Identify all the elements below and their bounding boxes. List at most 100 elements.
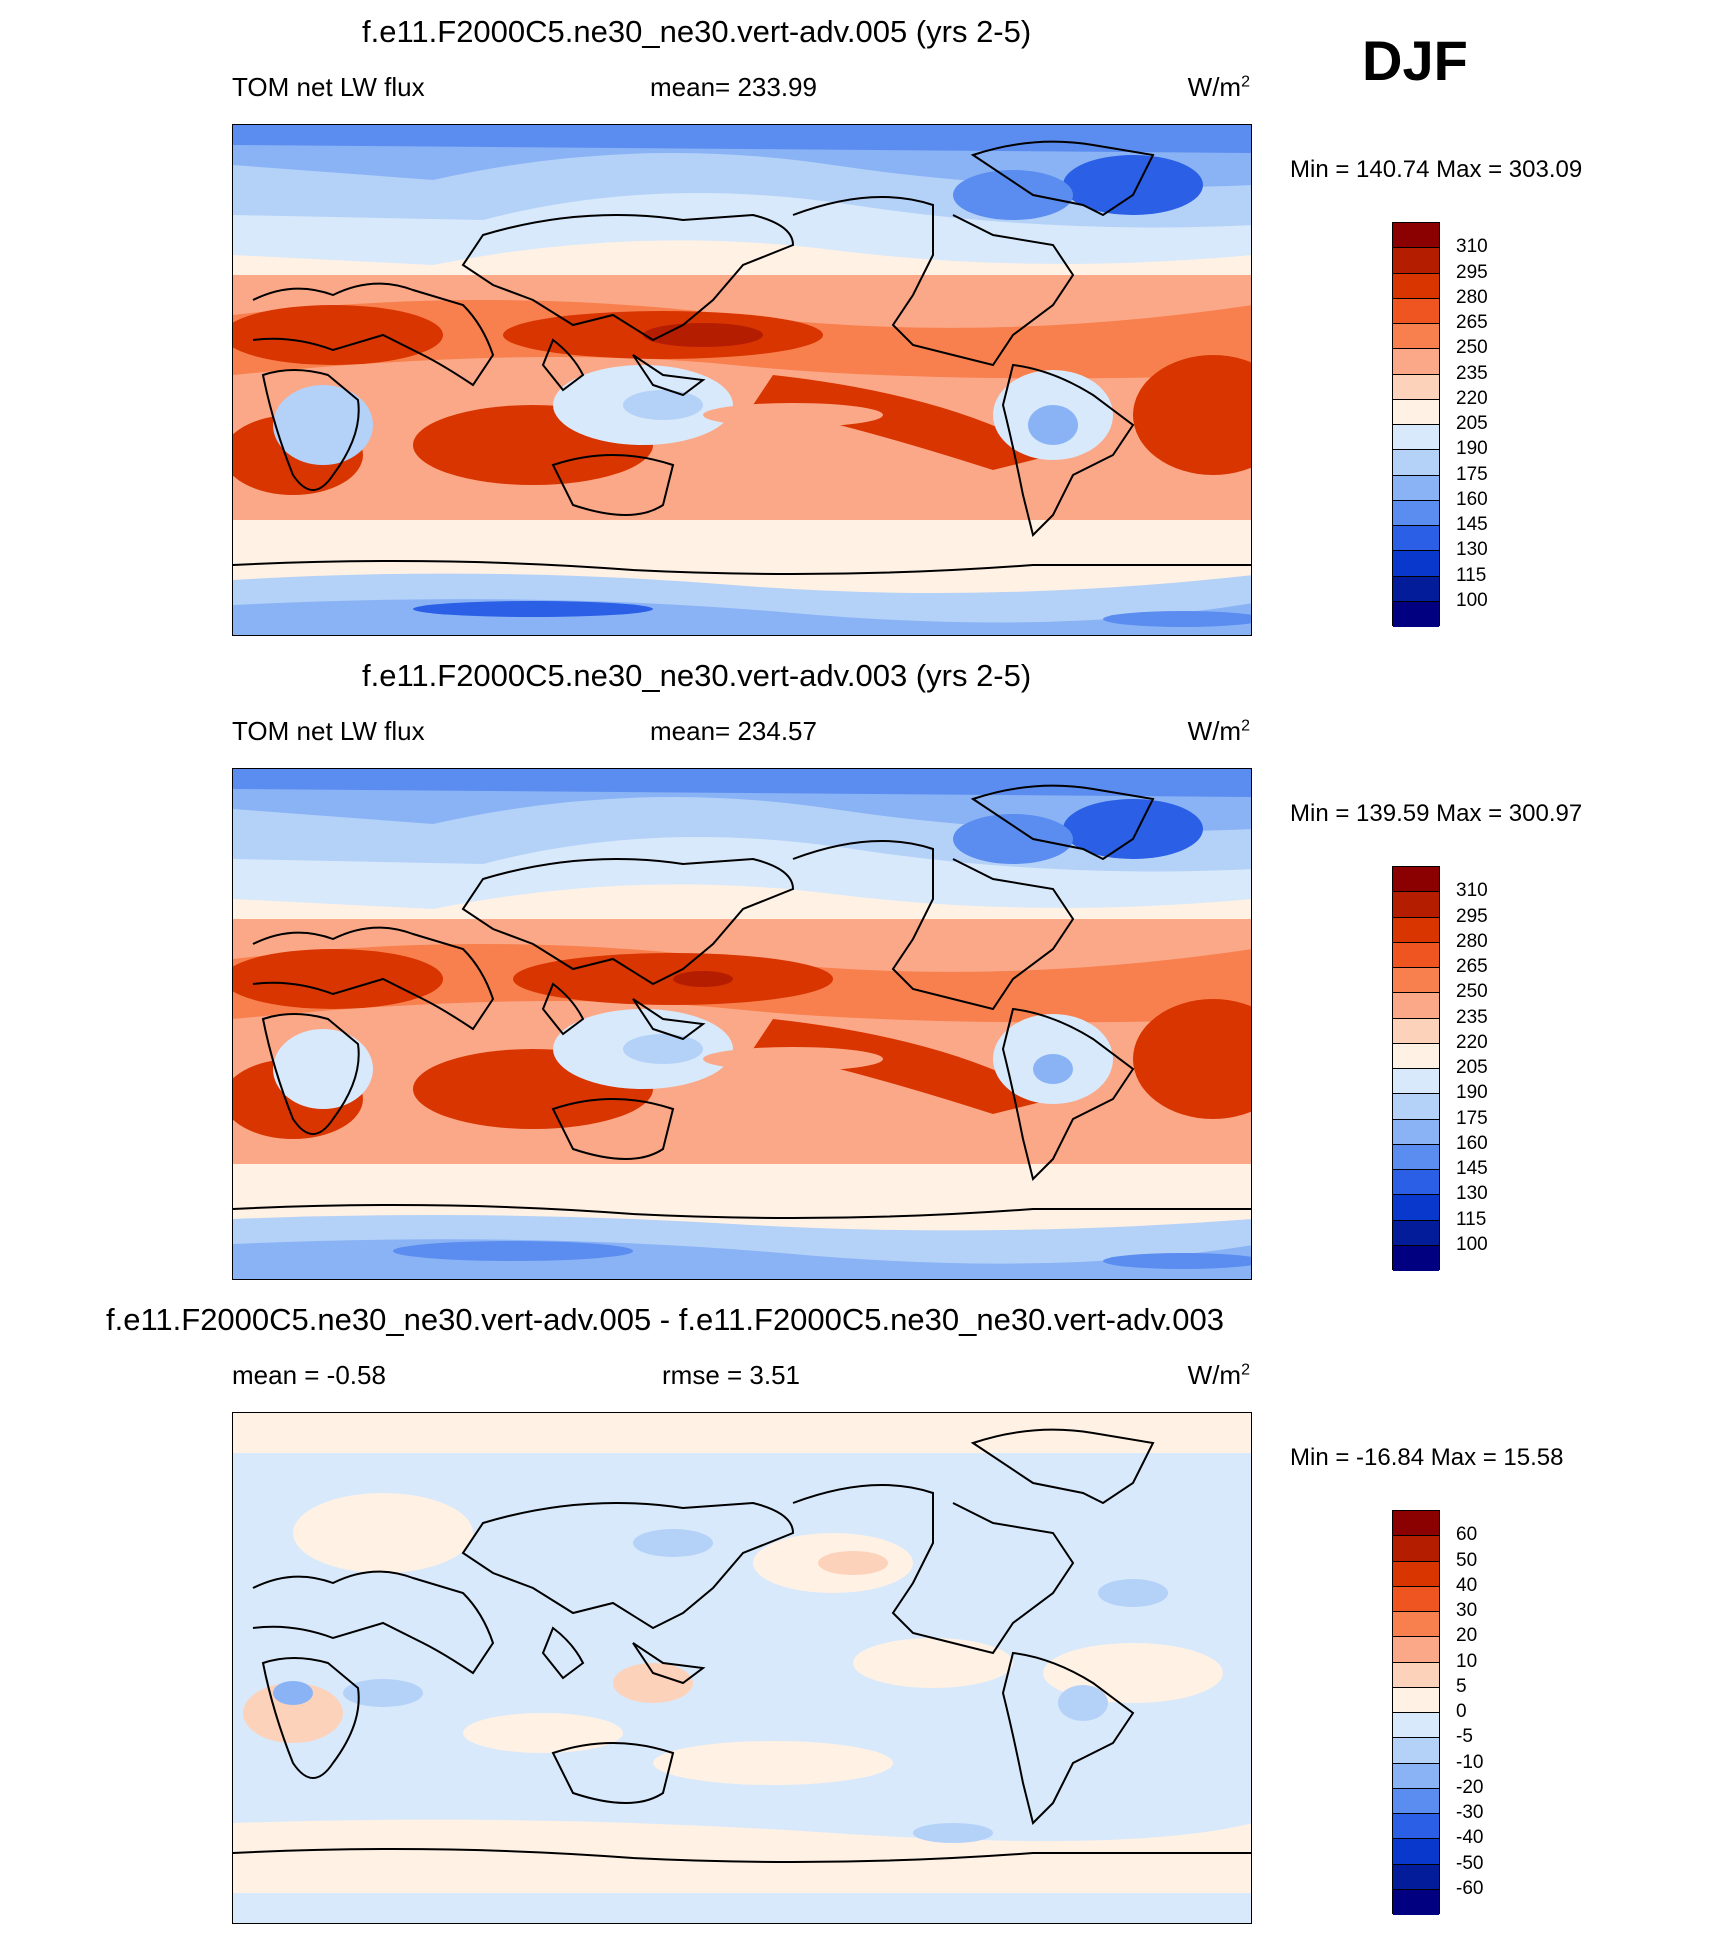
colorbar-cell xyxy=(1393,942,1439,968)
colorbar-tick-label: 205 xyxy=(1456,1057,1488,1078)
colorbar xyxy=(1392,866,1440,1271)
colorbar-cell xyxy=(1393,1687,1439,1713)
colorbar-tick-label: 30 xyxy=(1456,1600,1478,1621)
colorbar-tick-label: 190 xyxy=(1456,1082,1488,1104)
colorbar-cell xyxy=(1393,1245,1439,1271)
colorbar-tick-label: 145 xyxy=(1456,1158,1488,1179)
colorbar-cell xyxy=(1393,576,1439,602)
colorbar-tick-label: 280 xyxy=(1456,286,1488,308)
colorbar-tick-label: -40 xyxy=(1456,1827,1484,1849)
colorbar-tick-label: 295 xyxy=(1456,905,1488,927)
colorbar-cell xyxy=(1393,867,1439,893)
colorbar-tick-label: 0 xyxy=(1456,1701,1467,1722)
colorbar-tick-label: 20 xyxy=(1456,1625,1478,1647)
colorbar-cell xyxy=(1393,1738,1439,1764)
units-label: W/m2 xyxy=(1187,716,1250,746)
colorbar-cell xyxy=(1393,475,1439,501)
mean-label: mean= 233.99 xyxy=(650,72,817,102)
units-label: W/m2 xyxy=(1187,72,1250,102)
colorbar-cell xyxy=(1393,1864,1439,1890)
colorbar-cell xyxy=(1393,601,1439,627)
colorbar-cell xyxy=(1393,1018,1439,1044)
colorbar-cell xyxy=(1393,1662,1439,1688)
colorbar-cell xyxy=(1393,1788,1439,1814)
colorbar-tick-label: 50 xyxy=(1456,1549,1478,1571)
colorbar-tick-label: -60 xyxy=(1456,1877,1484,1899)
colorbar-tick-label: 100 xyxy=(1456,1233,1488,1255)
colorbar-cell xyxy=(1393,917,1439,943)
colorbar-tick-label: 205 xyxy=(1456,413,1488,434)
panel-model-005: f.e11.F2000C5.ne30_ne30.vert-adv.005 (yr… xyxy=(0,0,1710,640)
colorbar-cell xyxy=(1393,993,1439,1019)
colorbar-cell xyxy=(1393,1586,1439,1612)
colorbar-tick-label: 310 xyxy=(1456,236,1488,258)
contour-map xyxy=(232,1412,1252,1924)
colorbar-tick-label: 265 xyxy=(1456,312,1488,333)
colorbar xyxy=(1392,1510,1440,1915)
colorbar-cell xyxy=(1393,1043,1439,1069)
colorbar-tick-label: -30 xyxy=(1456,1802,1484,1823)
colorbar-cell xyxy=(1393,526,1439,552)
panel-model-003: f.e11.F2000C5.ne30_ne30.vert-adv.003 (yr… xyxy=(0,644,1710,1284)
colorbar-tick-label: 40 xyxy=(1456,1574,1478,1596)
colorbar-tick-label: 100 xyxy=(1456,589,1488,611)
colorbar-cell xyxy=(1393,1814,1439,1840)
colorbar-tick-label: 175 xyxy=(1456,1107,1488,1129)
colorbar-cell xyxy=(1393,223,1439,249)
colorbar-tick-label: 130 xyxy=(1456,1183,1488,1205)
colorbar-cell xyxy=(1393,1195,1439,1221)
rmse-label: rmse = 3.51 xyxy=(662,1360,801,1390)
colorbar-cell xyxy=(1393,248,1439,274)
panel-title: f.e11.F2000C5.ne30_ne30.vert-adv.005 (yr… xyxy=(362,14,1032,49)
colorbar-cell xyxy=(1393,1119,1439,1145)
panel-difference: f.e11.F2000C5.ne30_ne30.vert-adv.005 - f… xyxy=(0,1288,1710,1928)
colorbar-cell xyxy=(1393,1170,1439,1196)
min-max-label: Min = 140.74 Max = 303.09 xyxy=(1290,156,1583,183)
contour-map xyxy=(232,768,1252,1280)
colorbar-tick-label: 235 xyxy=(1456,362,1488,384)
colorbar-tick-label: 130 xyxy=(1456,539,1488,561)
colorbar-tick-label: 115 xyxy=(1456,1208,1487,1230)
panel-title: f.e11.F2000C5.ne30_ne30.vert-adv.003 (yr… xyxy=(362,658,1032,693)
colorbar-tick-label: -10 xyxy=(1456,1751,1484,1773)
colorbar-tick-label: 175 xyxy=(1456,463,1488,485)
units-label: W/m2 xyxy=(1187,1360,1250,1390)
colorbar-cell xyxy=(1393,425,1439,451)
colorbar-tick-label: 10 xyxy=(1456,1650,1478,1672)
colorbar-tick-label: 160 xyxy=(1456,1132,1488,1154)
colorbar-cell xyxy=(1393,1763,1439,1789)
colorbar-tick-label: 310 xyxy=(1456,880,1488,902)
colorbar-tick-label: -5 xyxy=(1456,1726,1473,1748)
colorbar-tick-label: 190 xyxy=(1456,438,1488,460)
variable-label: TOM net LW flux xyxy=(232,716,425,746)
colorbar-tick-label: -50 xyxy=(1456,1852,1484,1874)
colorbar-tick-label: 235 xyxy=(1456,1006,1488,1028)
colorbar-cell xyxy=(1393,1511,1439,1537)
colorbar-cell xyxy=(1393,374,1439,400)
mean-label: mean= 234.57 xyxy=(650,716,817,746)
colorbar-tick-label: 250 xyxy=(1456,337,1488,359)
colorbar-cell xyxy=(1393,551,1439,577)
colorbar-cell xyxy=(1393,273,1439,299)
colorbar-tick-label: 280 xyxy=(1456,930,1488,952)
colorbar-tick-label: 265 xyxy=(1456,956,1488,977)
colorbar-cell xyxy=(1393,450,1439,476)
mean-label: mean = -0.58 xyxy=(232,1360,386,1390)
colorbar-cell xyxy=(1393,500,1439,526)
colorbar-cell xyxy=(1393,1069,1439,1095)
colorbar-tick-label: 220 xyxy=(1456,387,1488,409)
colorbar-tick-label: 145 xyxy=(1456,514,1488,535)
colorbar-cell xyxy=(1393,1612,1439,1638)
colorbar-cell xyxy=(1393,1839,1439,1865)
colorbar-cell xyxy=(1393,399,1439,425)
colorbar xyxy=(1392,222,1440,627)
colorbar-tick-label: 160 xyxy=(1456,488,1488,510)
colorbar-cell xyxy=(1393,1889,1439,1915)
season-label: DJF xyxy=(1362,29,1468,92)
colorbar-cell xyxy=(1393,1561,1439,1587)
colorbar-cell xyxy=(1393,892,1439,918)
colorbar-cell xyxy=(1393,324,1439,350)
colorbar-cell xyxy=(1393,1637,1439,1663)
colorbar-cell xyxy=(1393,298,1439,324)
colorbar-cell xyxy=(1393,968,1439,994)
